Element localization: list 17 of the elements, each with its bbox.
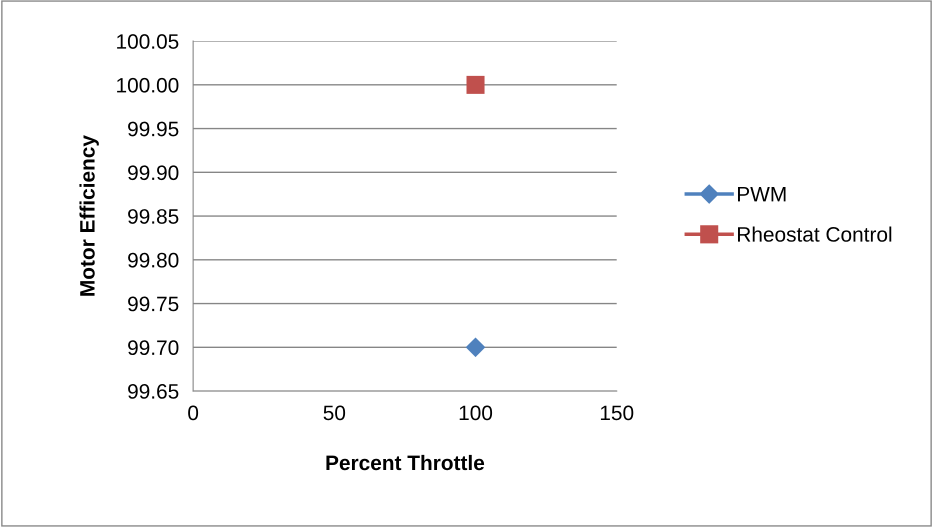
y-tick-label: 99.95 xyxy=(128,122,178,136)
y-tick-label: 99.85 xyxy=(128,209,178,224)
y-tick-label: 99.90 xyxy=(128,165,178,180)
y-tick-label: 99.80 xyxy=(128,252,178,268)
x-tick-label: 50 xyxy=(324,405,346,420)
legend-label: Rheostat Control xyxy=(738,226,892,242)
y-tick-label: 100.00 xyxy=(117,78,178,93)
x-tick-label: 150 xyxy=(600,405,634,420)
y-tick-label: 100.05 xyxy=(117,34,178,49)
y-axis-title: Motor Efficiency xyxy=(79,135,99,296)
legend-label: PWM xyxy=(738,187,786,202)
y-tick-label: 99.65 xyxy=(128,384,178,399)
x-tick-label: 0 xyxy=(188,405,198,420)
x-axis-title: Percent Throttle xyxy=(326,454,484,470)
y-tick-label: 99.75 xyxy=(128,296,178,312)
x-tick-label: 100 xyxy=(460,405,492,420)
y-tick-label: 99.70 xyxy=(128,340,178,356)
